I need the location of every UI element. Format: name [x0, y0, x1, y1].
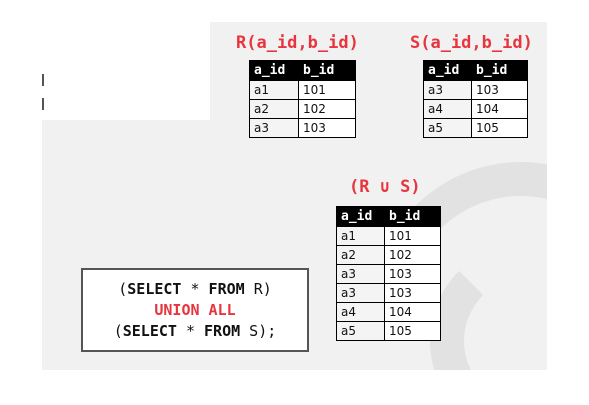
- table-cell: a4: [423, 99, 472, 119]
- table-cell: a1: [249, 80, 299, 100]
- table-row: a2 102: [336, 245, 441, 265]
- union-result-table: a_id b_id a1 101 a2 102 a3 103 a3 103 a4 104 …: [336, 206, 441, 341]
- table-cell: 103: [384, 283, 441, 303]
- table-cell: 105: [384, 321, 441, 341]
- table-row: a3 103: [423, 80, 528, 100]
- column-header: a_id: [336, 206, 385, 227]
- table-row: a5 105: [336, 321, 441, 341]
- query-line-1: (SELECT * FROM R): [118, 279, 272, 298]
- table-row: a1 101: [336, 226, 441, 246]
- table-cell: a2: [336, 245, 385, 265]
- edge-tick-mark: [42, 98, 44, 110]
- relation-s-table: a_id b_id a3 103 a4 104 a5 105: [423, 60, 528, 138]
- table-cell: 103: [471, 80, 528, 100]
- table-cell: 101: [298, 80, 356, 100]
- union-result-title: (R ∪ S): [349, 177, 421, 197]
- table-row: a3 103: [336, 283, 441, 303]
- table-row: a4 104: [423, 99, 528, 119]
- table-row: a4 104: [336, 302, 441, 322]
- bottom-strip: [42, 370, 547, 382]
- edge-tick-mark: [42, 74, 44, 86]
- relation-r-title: R(a_id,b_id): [236, 33, 359, 53]
- table-cell: a3: [423, 80, 472, 100]
- table-row: a1 101: [249, 80, 356, 100]
- table-header-row: a_id b_id: [336, 206, 441, 227]
- table-cell: a3: [336, 283, 385, 303]
- column-header: b_id: [298, 60, 356, 81]
- table-cell: 104: [471, 99, 528, 119]
- column-header: b_id: [384, 206, 441, 227]
- table-cell: 103: [298, 118, 356, 138]
- table-cell: a3: [336, 264, 385, 284]
- table-cell: 101: [384, 226, 441, 246]
- table-header-row: a_id b_id: [249, 60, 356, 81]
- query-line-2: UNION ALL: [154, 300, 236, 319]
- table-cell: 105: [471, 118, 528, 138]
- table-row: a3 103: [249, 118, 356, 138]
- column-header: b_id: [471, 60, 528, 81]
- column-header: a_id: [423, 60, 472, 81]
- white-panel: [42, 22, 210, 120]
- sql-query-box: (SELECT * FROM R) UNION ALL (SELECT * FR…: [81, 268, 309, 352]
- table-cell: a2: [249, 99, 299, 119]
- table-cell: 104: [384, 302, 441, 322]
- table-cell: a4: [336, 302, 385, 322]
- table-header-row: a_id b_id: [423, 60, 528, 81]
- query-line-3: (SELECT * FROM S);: [113, 321, 277, 340]
- table-row: a2 102: [249, 99, 356, 119]
- relation-s-title: S(a_id,b_id): [410, 33, 533, 53]
- table-cell: a5: [423, 118, 472, 138]
- table-cell: 102: [384, 245, 441, 265]
- relation-r-table: a_id b_id a1 101 a2 102 a3 103: [249, 60, 356, 138]
- table-cell: a3: [249, 118, 299, 138]
- column-header: a_id: [249, 60, 299, 81]
- table-row: a5 105: [423, 118, 528, 138]
- table-cell: 102: [298, 99, 356, 119]
- table-row: a3 103: [336, 264, 441, 284]
- table-cell: a1: [336, 226, 385, 246]
- table-cell: a5: [336, 321, 385, 341]
- table-cell: 103: [384, 264, 441, 284]
